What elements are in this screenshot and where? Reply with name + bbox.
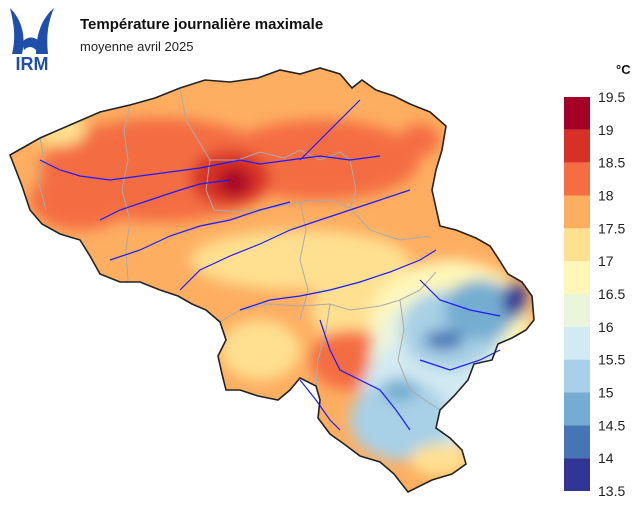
logo-mark (22, 37, 40, 50)
legend-tick-label: 18 (598, 188, 614, 204)
legend-tick-label: 14 (598, 450, 614, 466)
temperature-map (9, 67, 535, 494)
legend-band (564, 294, 590, 327)
logo-mark (36, 8, 54, 54)
color-legend: 19.5 19 18.5 18 17.5 17 16.5 16 15.5 15 14.5 14 13.5 (564, 89, 625, 499)
legend-band (564, 458, 590, 491)
legend-tick-label: 15 (598, 385, 614, 401)
logo-mark (10, 8, 24, 54)
legend-band (564, 195, 590, 229)
legend-unit: °C (616, 62, 631, 77)
irm-logo: IRM (10, 8, 54, 72)
legend-band (564, 129, 590, 163)
legend-tick-label: 17 (598, 253, 614, 269)
rivers (39, 99, 501, 431)
legend-band (564, 97, 590, 130)
legend-band (564, 392, 590, 426)
legend-tick-label: 19 (598, 122, 614, 138)
logo-text: IRM (16, 54, 49, 72)
legend-tick-label: 16 (598, 319, 614, 335)
legend-tick-label: 19.5 (598, 89, 625, 105)
map-title: Température journalière maximale (80, 16, 324, 33)
legend-band (564, 261, 590, 294)
legend-tick-label: 15.5 (598, 352, 625, 368)
legend-tick-label: 13.5 (598, 483, 625, 499)
province-borders (37, 87, 441, 411)
map-subtitle: moyenne avril 2025 (80, 39, 194, 54)
legend-band (564, 425, 590, 459)
legend-band (564, 162, 590, 196)
legend-tick-label: 18.5 (598, 155, 625, 171)
belgium-border (9, 67, 535, 494)
legend-band (564, 359, 590, 393)
legend-band (564, 326, 590, 360)
legend-band (564, 228, 590, 262)
legend-tick-label: 17.5 (598, 220, 625, 236)
legend-tick-label: 16.5 (598, 286, 625, 302)
legend-tick-label: 14.5 (598, 417, 625, 433)
